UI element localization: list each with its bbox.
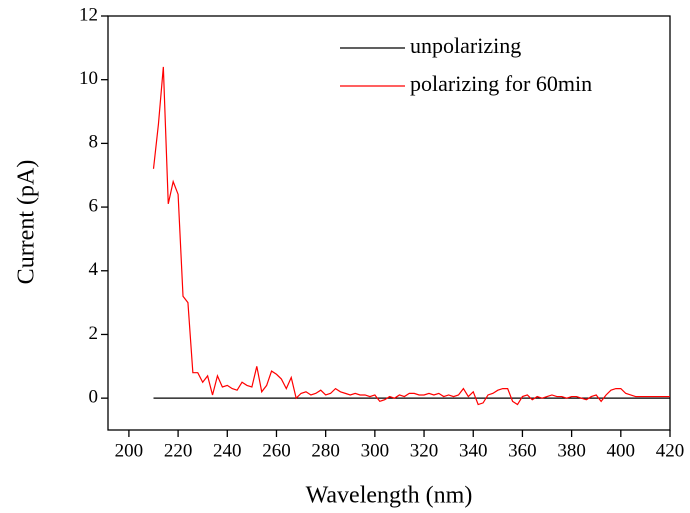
y-tick-label: 2	[89, 323, 99, 344]
x-tick-label: 280	[311, 440, 340, 461]
y-tick-label: 10	[79, 68, 98, 89]
x-tick-label: 360	[508, 440, 537, 461]
x-tick-label: 380	[557, 440, 586, 461]
y-axis-label: Current (pA)	[14, 160, 40, 285]
x-tick-label: 220	[164, 440, 193, 461]
legend-label: unpolarizing	[410, 33, 521, 58]
x-tick-label: 420	[656, 440, 685, 461]
y-tick-label: 8	[89, 132, 99, 153]
x-axis-label: Wavelength (nm)	[306, 483, 473, 509]
y-tick-label: 4	[89, 259, 99, 280]
legend-label: polarizing for 60min	[410, 71, 592, 96]
plot-frame	[107, 15, 671, 431]
x-tick-label: 240	[213, 440, 242, 461]
x-tick-label: 340	[459, 440, 488, 461]
y-tick-label: 0	[89, 387, 99, 408]
x-tick-label: 300	[361, 440, 390, 461]
y-tick-label: 6	[89, 195, 99, 216]
y-tick-label: 12	[79, 4, 98, 25]
x-tick-label: 320	[410, 440, 439, 461]
x-tick-label: 260	[262, 440, 291, 461]
data-line	[152, 66, 670, 406]
x-tick-label: 400	[607, 440, 636, 461]
x-tick-label: 200	[115, 440, 144, 461]
